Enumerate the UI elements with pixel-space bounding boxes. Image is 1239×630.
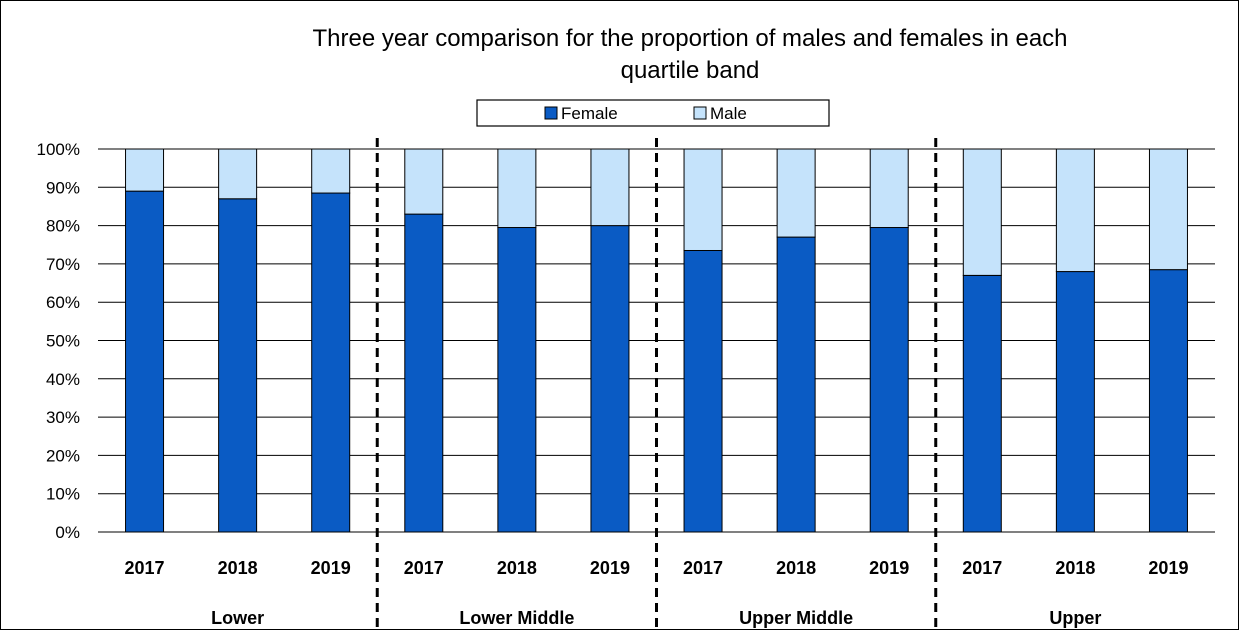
bar-male <box>311 148 351 194</box>
legend-swatch-male <box>693 106 707 120</box>
legend-label-female: Female <box>561 104 618 123</box>
bar-male <box>218 148 258 200</box>
y-tick-label: 20% <box>46 446 80 465</box>
x-year-label: 2019 <box>590 558 630 578</box>
bar-male <box>776 148 816 238</box>
bar-female <box>1148 269 1188 533</box>
chart-title: Three year comparison for the proportion… <box>312 25 1067 84</box>
bar-female <box>869 227 909 533</box>
legend-label-male: Male <box>710 104 747 123</box>
bar-male <box>125 148 165 192</box>
bar-male <box>962 148 1002 276</box>
x-year-label: 2018 <box>497 558 537 578</box>
y-tick-label: 0% <box>55 523 80 542</box>
x-year-label: 2017 <box>962 558 1002 578</box>
chart-title-line-2: quartile band <box>621 57 760 84</box>
bars <box>125 148 1188 533</box>
x-group-label: Upper Middle <box>739 608 853 628</box>
y-tick-label: 60% <box>46 293 80 312</box>
x-group-label: Lower <box>211 608 264 628</box>
legend-swatch-female <box>544 106 558 120</box>
bar-female <box>311 192 351 533</box>
x-year-label: 2017 <box>683 558 723 578</box>
x-year-label: 2018 <box>776 558 816 578</box>
x-group-label: Lower Middle <box>459 608 574 628</box>
x-year-label: 2019 <box>869 558 909 578</box>
bar-female <box>1055 271 1095 533</box>
bar-male <box>869 148 909 229</box>
bar-male <box>683 148 723 251</box>
bar-male <box>1148 148 1188 271</box>
y-tick-label: 50% <box>46 332 80 351</box>
y-tick-label: 90% <box>46 178 80 197</box>
legend-box <box>476 99 830 127</box>
bar-female <box>683 249 723 533</box>
y-tick-label: 70% <box>46 255 80 274</box>
y-tick-label: 10% <box>46 485 80 504</box>
bar-female <box>125 190 165 533</box>
bar-male <box>1055 148 1095 273</box>
x-year-label: 2017 <box>125 558 165 578</box>
y-tick-label: 100% <box>37 140 80 159</box>
x-year-label: 2018 <box>218 558 258 578</box>
x-group-label: Upper <box>1049 608 1101 628</box>
bar-male <box>590 148 630 227</box>
bar-male <box>497 148 537 229</box>
bar-female <box>404 213 444 533</box>
bar-male <box>404 148 444 215</box>
x-year-label: 2018 <box>1055 558 1095 578</box>
group-dividers <box>375 138 938 630</box>
x-year-label: 2019 <box>311 558 351 578</box>
y-tick-label: 80% <box>46 217 80 236</box>
y-tick-label: 30% <box>46 408 80 427</box>
bar-female <box>218 198 258 533</box>
bar-female <box>776 236 816 533</box>
chart-title-line-1: Three year comparison for the proportion… <box>312 25 1067 52</box>
y-tick-label: 40% <box>46 370 80 389</box>
x-axis-labels: 2017 2018 2019 2017 2018 2019 2017 2018 2019 2017… <box>125 558 1189 628</box>
x-year-label: 2019 <box>1148 558 1188 578</box>
y-axis: 0% 10% 20% 30% 40% 50% 60% 70% 80% 90% 100% <box>37 140 80 542</box>
legend: Female Male <box>476 99 830 127</box>
bar-female <box>962 274 1002 533</box>
bar-female <box>590 225 630 533</box>
bar-female <box>497 227 537 533</box>
x-year-label: 2017 <box>404 558 444 578</box>
